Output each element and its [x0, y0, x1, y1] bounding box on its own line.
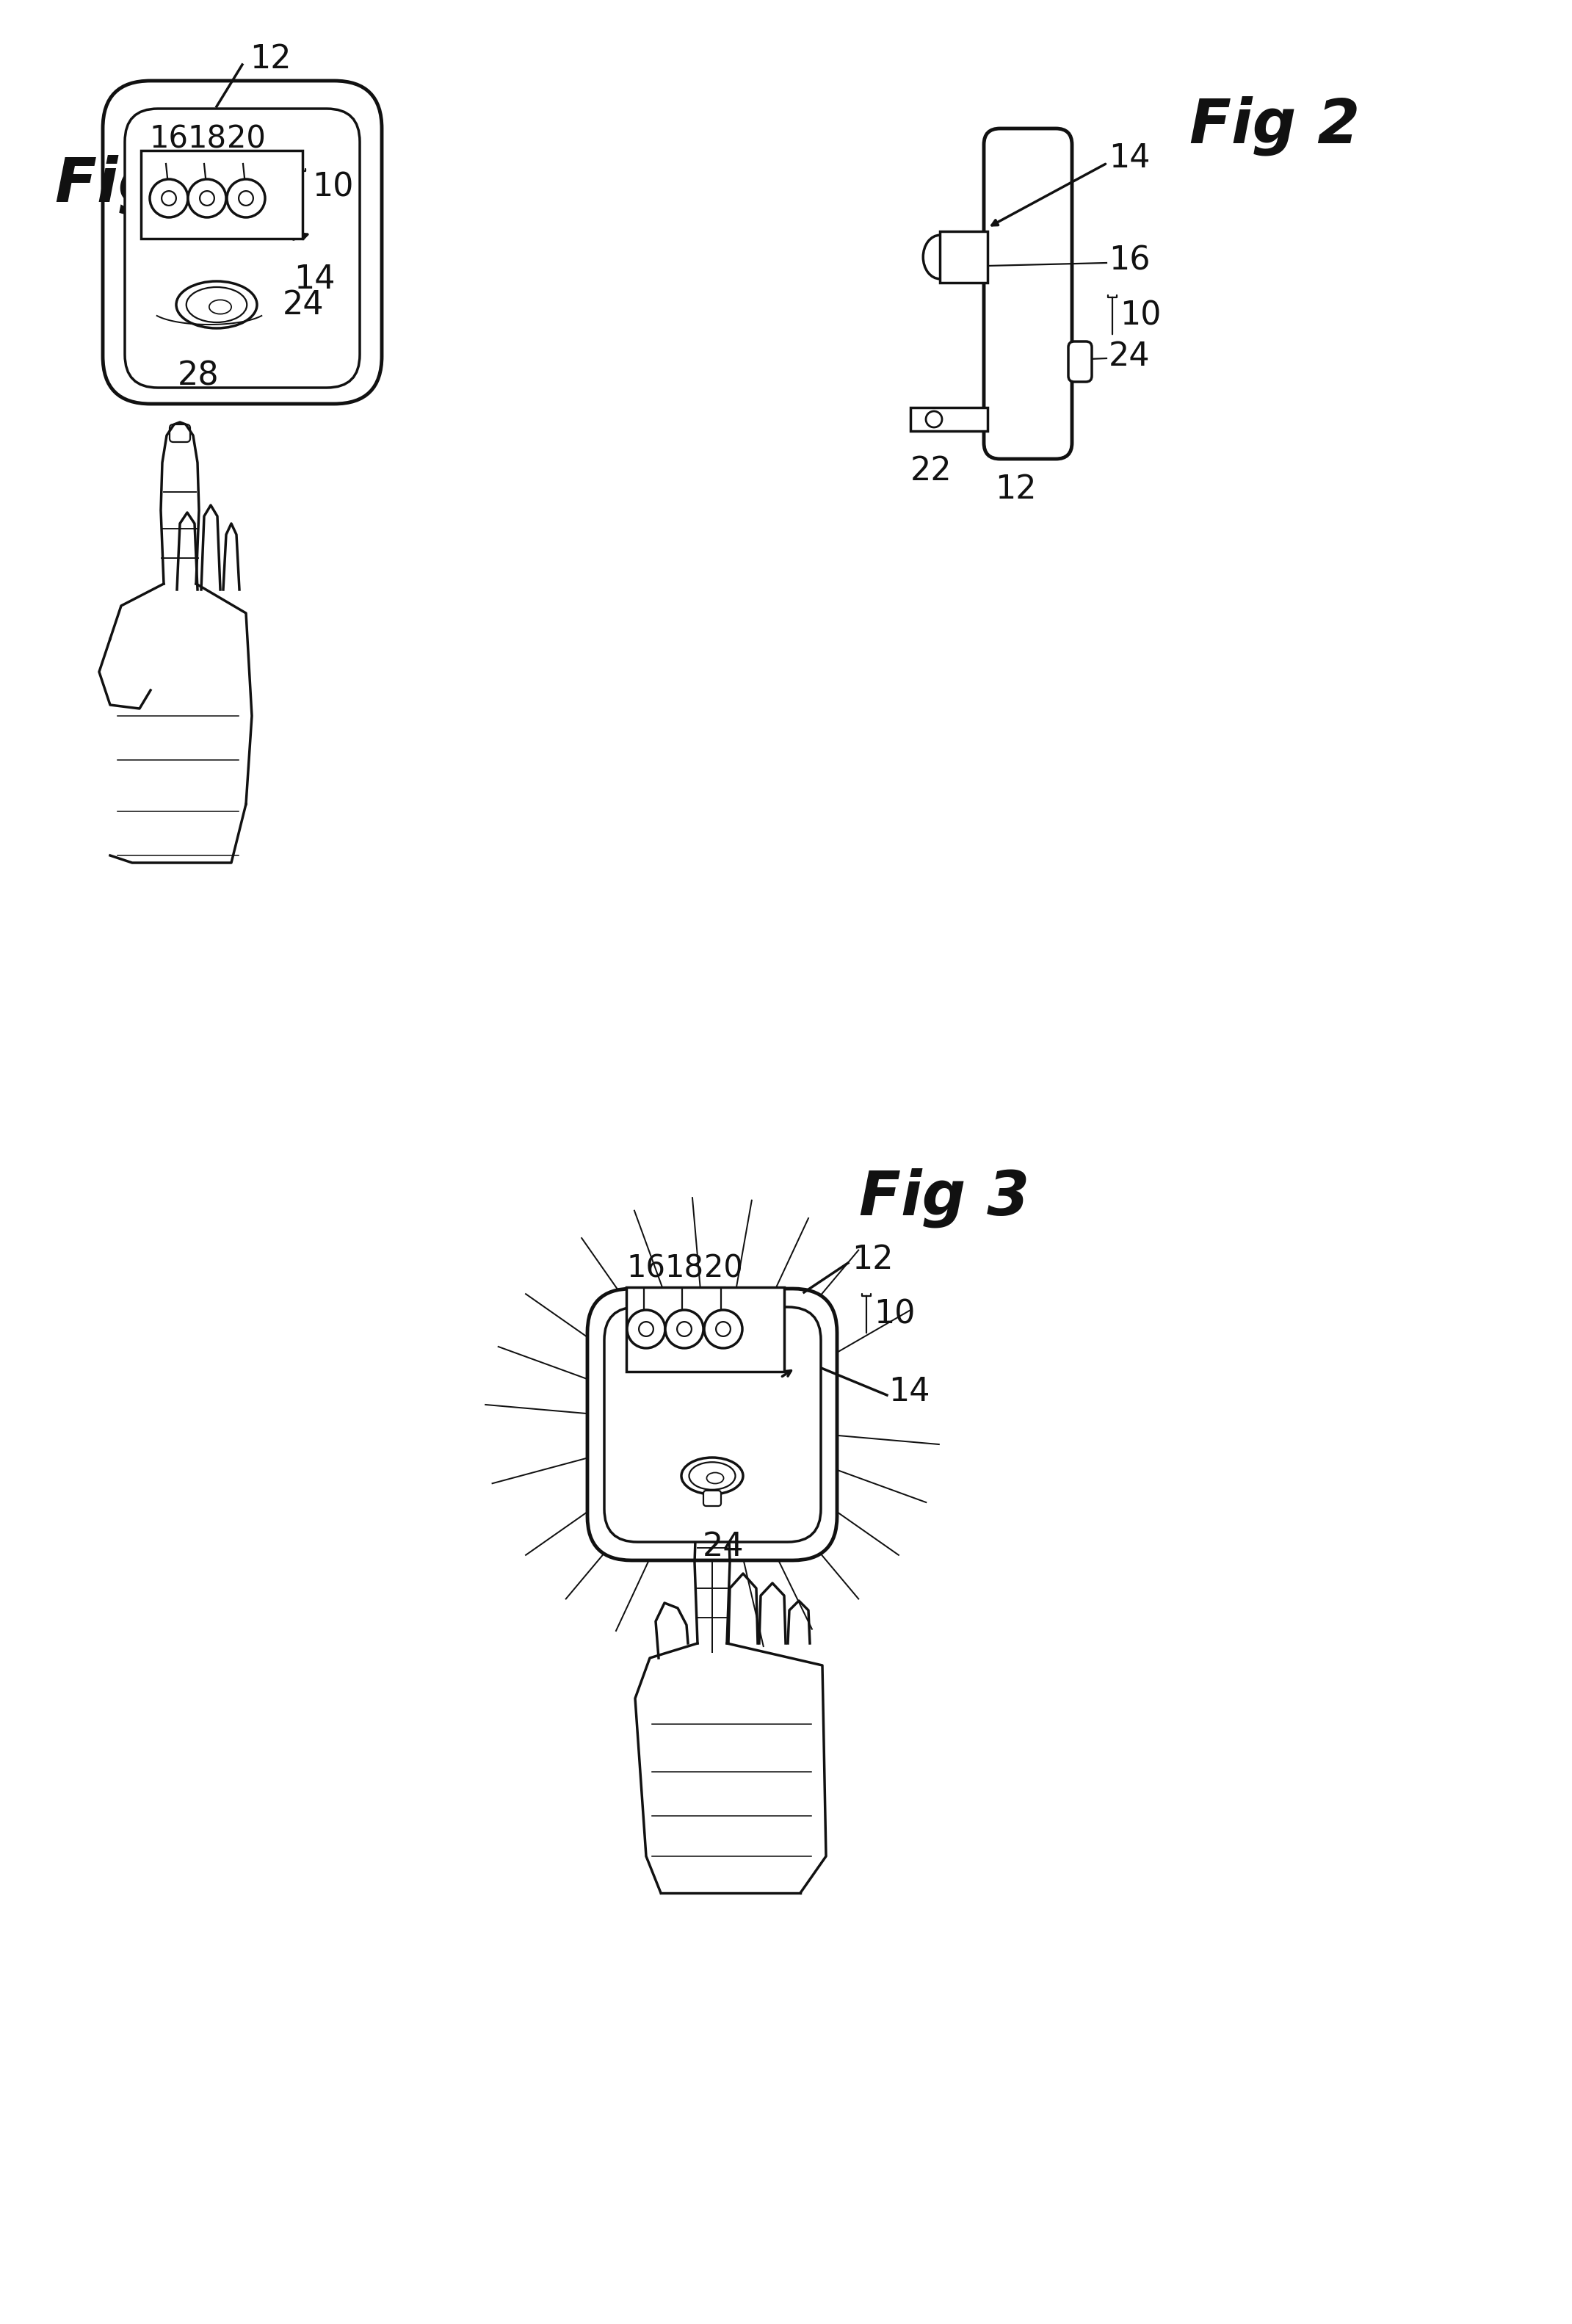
Text: 14: 14	[888, 1376, 931, 1408]
Text: 16: 16	[1108, 244, 1151, 277]
FancyBboxPatch shape	[1069, 342, 1093, 381]
Circle shape	[189, 179, 226, 218]
Circle shape	[149, 179, 189, 218]
Text: Fig 3: Fig 3	[858, 1167, 1030, 1227]
FancyBboxPatch shape	[703, 1490, 722, 1506]
Text: 14: 14	[294, 263, 335, 295]
FancyBboxPatch shape	[124, 109, 360, 388]
Circle shape	[200, 191, 214, 205]
FancyBboxPatch shape	[102, 81, 382, 404]
Text: 24: 24	[283, 288, 324, 321]
Text: 24: 24	[703, 1532, 744, 1562]
Circle shape	[226, 179, 266, 218]
Circle shape	[627, 1311, 665, 1348]
Text: 10: 10	[874, 1299, 915, 1329]
Text: Fig 1: Fig 1	[55, 153, 226, 214]
Text: Fig 2: Fig 2	[1190, 95, 1360, 156]
Bar	[910, 407, 987, 430]
Text: 18: 18	[665, 1253, 704, 1283]
Text: 10: 10	[313, 172, 354, 202]
FancyBboxPatch shape	[588, 1290, 836, 1559]
Bar	[940, 232, 987, 284]
Text: 18: 18	[187, 123, 226, 153]
Text: 10: 10	[1119, 300, 1162, 332]
Ellipse shape	[187, 288, 247, 323]
Text: 28: 28	[178, 360, 219, 390]
Ellipse shape	[707, 1473, 723, 1483]
Circle shape	[162, 191, 176, 205]
Text: 14: 14	[1108, 142, 1151, 174]
Text: 12: 12	[995, 474, 1036, 504]
Circle shape	[638, 1322, 654, 1336]
Ellipse shape	[681, 1457, 744, 1494]
Bar	[141, 151, 302, 239]
Circle shape	[704, 1311, 742, 1348]
Ellipse shape	[209, 300, 231, 314]
Ellipse shape	[176, 281, 256, 328]
Circle shape	[715, 1322, 731, 1336]
FancyBboxPatch shape	[984, 128, 1072, 458]
Text: 12: 12	[250, 42, 291, 74]
Circle shape	[665, 1311, 703, 1348]
Circle shape	[239, 191, 253, 205]
FancyBboxPatch shape	[170, 425, 190, 442]
Bar	[626, 1287, 784, 1371]
Text: 16: 16	[627, 1253, 665, 1283]
Text: 20: 20	[226, 123, 266, 153]
Text: 22: 22	[910, 456, 953, 486]
Text: 24: 24	[1108, 339, 1151, 372]
Text: 16: 16	[149, 123, 189, 153]
Circle shape	[678, 1322, 692, 1336]
FancyBboxPatch shape	[604, 1306, 821, 1543]
Text: 12: 12	[852, 1243, 893, 1276]
Circle shape	[926, 411, 942, 428]
Text: 20: 20	[704, 1253, 742, 1283]
Ellipse shape	[689, 1462, 736, 1490]
